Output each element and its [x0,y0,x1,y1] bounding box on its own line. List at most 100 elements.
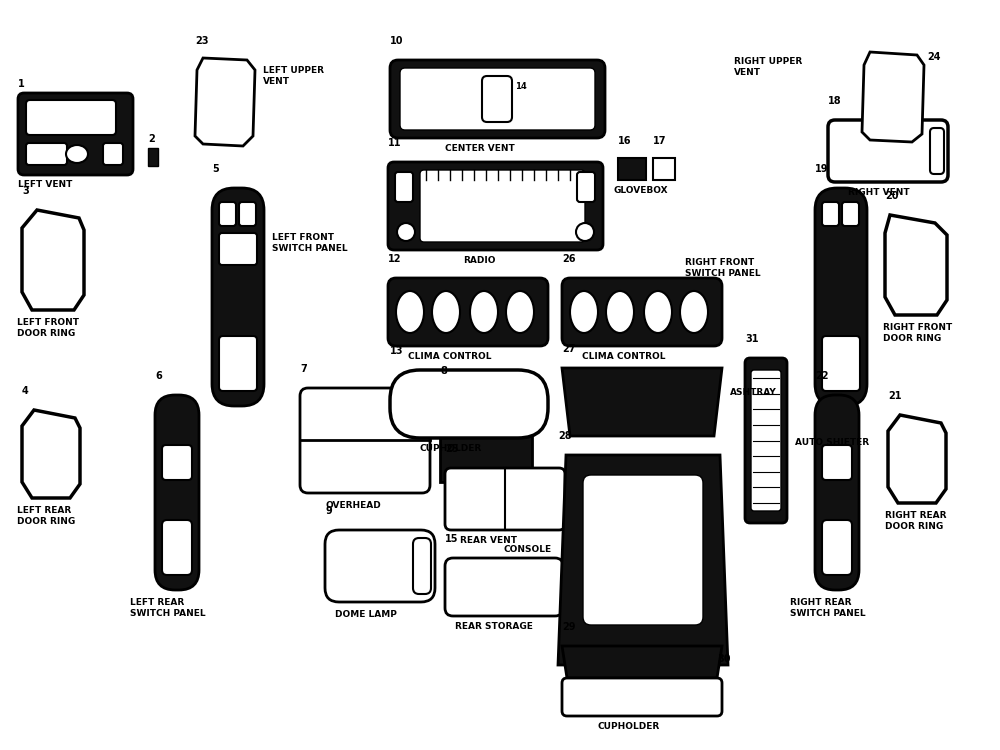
FancyBboxPatch shape [482,76,512,122]
Text: 24: 24 [927,52,940,62]
Ellipse shape [576,223,594,241]
Bar [440,390,532,482]
FancyBboxPatch shape [400,68,595,130]
Text: 2: 2 [148,134,155,144]
Bar [618,158,646,180]
Text: 8: 8 [440,366,447,376]
FancyBboxPatch shape [583,475,703,625]
Text: 1: 1 [18,79,25,89]
Text: 26: 26 [562,254,576,264]
FancyBboxPatch shape [822,520,852,575]
Text: 21: 21 [888,391,902,401]
Text: LEFT FRONT
SWITCH PANEL: LEFT FRONT SWITCH PANEL [272,233,348,253]
Text: LEFT UPPER
VENT: LEFT UPPER VENT [263,66,324,86]
FancyBboxPatch shape [26,143,67,165]
Text: 15: 15 [445,534,458,544]
Text: 13: 13 [390,346,404,356]
Text: REAR STORAGE: REAR STORAGE [455,622,533,631]
Text: CUPHOLDER: CUPHOLDER [597,722,659,731]
Text: 19: 19 [815,164,828,174]
Ellipse shape [506,291,534,333]
FancyBboxPatch shape [822,202,839,226]
Bar [653,158,675,180]
Ellipse shape [432,291,460,333]
Polygon shape [562,368,722,436]
Text: 20: 20 [885,191,898,201]
Text: 27: 27 [562,344,576,354]
FancyBboxPatch shape [822,336,860,391]
Text: RIGHT REAR
SWITCH PANEL: RIGHT REAR SWITCH PANEL [790,598,866,618]
FancyBboxPatch shape [842,202,859,226]
FancyBboxPatch shape [751,370,781,511]
Ellipse shape [396,291,424,333]
Ellipse shape [680,291,708,333]
FancyBboxPatch shape [445,558,563,616]
Text: RIGHT REAR
DOOR RING: RIGHT REAR DOOR RING [885,511,946,531]
Text: 28: 28 [558,431,572,441]
Polygon shape [22,410,80,498]
Bar [148,148,158,166]
FancyBboxPatch shape [103,143,123,165]
FancyBboxPatch shape [562,678,722,716]
Text: 22: 22 [815,371,828,381]
FancyBboxPatch shape [815,188,867,406]
FancyBboxPatch shape [413,538,431,594]
FancyBboxPatch shape [745,358,787,523]
FancyBboxPatch shape [445,468,565,530]
Ellipse shape [470,291,498,333]
Text: 25: 25 [445,444,458,454]
Ellipse shape [397,223,415,241]
FancyBboxPatch shape [390,370,548,438]
Polygon shape [888,415,946,503]
Polygon shape [885,215,947,315]
Text: RIGHT UPPER
VENT: RIGHT UPPER VENT [734,57,802,77]
Text: 6: 6 [155,371,162,381]
Text: 23: 23 [195,36,208,46]
Ellipse shape [606,291,634,333]
Text: 17: 17 [653,136,666,146]
FancyBboxPatch shape [26,100,116,135]
FancyBboxPatch shape [930,128,944,174]
FancyBboxPatch shape [219,233,257,265]
Text: 10: 10 [390,36,404,46]
Polygon shape [22,210,84,310]
Text: LEFT VENT: LEFT VENT [18,180,72,189]
Polygon shape [558,455,728,665]
Polygon shape [562,646,722,678]
Text: LEFT REAR
SWITCH PANEL: LEFT REAR SWITCH PANEL [130,598,206,618]
Polygon shape [195,58,255,146]
Text: RIGHT FRONT
DOOR RING: RIGHT FRONT DOOR RING [883,323,952,343]
Text: 3: 3 [22,186,29,196]
Polygon shape [862,52,924,142]
Text: 4: 4 [22,386,29,396]
Text: CUPHOLDER: CUPHOLDER [420,444,482,453]
FancyBboxPatch shape [388,162,603,250]
FancyBboxPatch shape [420,170,585,242]
Text: CONSOLE: CONSOLE [503,545,551,554]
Text: AUTO SHIFTER: AUTO SHIFTER [795,438,869,447]
Text: LEFT FRONT
DOOR RING: LEFT FRONT DOOR RING [17,318,79,338]
FancyBboxPatch shape [577,172,595,202]
FancyBboxPatch shape [390,60,605,138]
Text: 11: 11 [388,138,402,148]
Text: RIGHT FRONT
SWITCH PANEL: RIGHT FRONT SWITCH PANEL [685,258,761,278]
FancyBboxPatch shape [300,388,430,493]
Text: GLOVEBOX: GLOVEBOX [613,186,668,195]
FancyBboxPatch shape [219,202,236,226]
Text: 5: 5 [212,164,219,174]
Text: 30: 30 [717,654,730,664]
Text: 7: 7 [300,364,307,374]
Text: CLIMA CONTROL: CLIMA CONTROL [408,352,492,361]
FancyBboxPatch shape [162,445,192,480]
Ellipse shape [570,291,598,333]
Text: CLIMA CONTROL: CLIMA CONTROL [582,352,666,361]
Text: RIGHT VENT: RIGHT VENT [848,188,910,197]
Text: CENTER VENT: CENTER VENT [445,144,515,153]
FancyBboxPatch shape [18,93,133,175]
FancyBboxPatch shape [162,520,192,575]
Text: RADIO: RADIO [463,256,496,265]
Text: 18: 18 [828,96,842,106]
Text: LEFT REAR
DOOR RING: LEFT REAR DOOR RING [17,506,75,526]
FancyBboxPatch shape [239,202,256,226]
Text: 16: 16 [618,136,632,146]
